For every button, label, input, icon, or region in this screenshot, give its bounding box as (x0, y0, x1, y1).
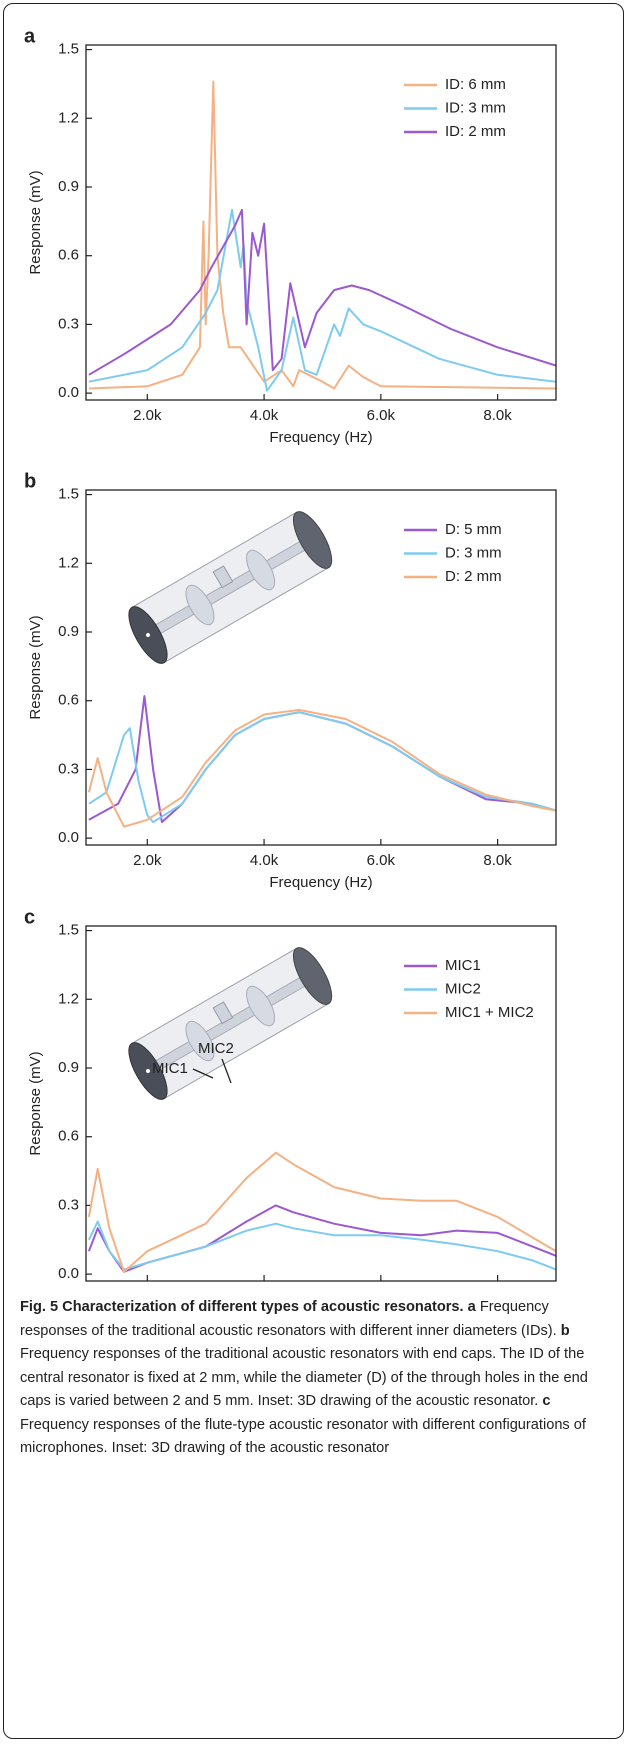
part-text: Frequency responses of the traditional a… (20, 1346, 588, 1409)
x-tick-label: 4.0k (250, 1288, 279, 1290)
chart: c2.0k4.0k6.0k8.0k0.00.30.60.91.21.5Frequ… (24, 906, 556, 1290)
caption-title: Fig. 5 Characterization of different typ… (20, 1299, 464, 1315)
x-tick-label: 6.0k (367, 1288, 396, 1290)
y-tick-label: 0.3 (58, 315, 79, 332)
y-axis-title: Response (mV) (27, 170, 44, 274)
x-axis-title: Frequency (Hz) (269, 874, 372, 891)
y-tick-label: 0.6 (58, 1128, 79, 1145)
y-tick-label: 0.3 (58, 1196, 79, 1213)
plot-frame (86, 45, 556, 400)
legend-label: D: 3 mm (445, 544, 502, 561)
series-line (89, 1205, 556, 1271)
y-axis-title: Response (mV) (27, 1051, 44, 1155)
series-line (89, 210, 556, 391)
y-tick-label: 1.5 (58, 922, 79, 939)
legend-label: MIC1 (445, 957, 481, 974)
charts: a 2.0k 4.0k 6.0k 8.0k 0.0 0.3 0.6 0.9 1.2 1.5 Frequ… (0, 0, 629, 1290)
y-tick-label: 1.2 (58, 990, 79, 1007)
annotation: MIC1 (152, 1060, 188, 1077)
y-axis-title: Response (mV) (27, 615, 44, 719)
x-tick-label: 2.0k (133, 1288, 162, 1290)
panel-label: b (24, 470, 36, 492)
page: a 2.0k 4.0k 6.0k 8.0k 0.0 0.3 0.6 0.9 1.2 1.5 Frequ… (0, 0, 629, 1744)
legend-label: D: 5 mm (445, 521, 502, 538)
x-tick-label: 4.0k (250, 407, 279, 424)
caption: Fig. 5 Characterization of different typ… (20, 1296, 612, 1461)
annotation: MIC2 (198, 1040, 234, 1057)
part-label: a (468, 1299, 476, 1315)
legend-label: MIC1 + MIC2 (445, 1004, 534, 1021)
series-line (89, 210, 556, 375)
series-line (89, 1153, 556, 1272)
y-tick-label: 0.9 (58, 178, 79, 195)
y-tick-label: 0.0 (58, 384, 79, 401)
y-tick-label: 0.6 (58, 692, 79, 709)
legend-label: ID: 2 mm (445, 123, 506, 140)
x-tick-label: 4.0k (250, 852, 279, 869)
legend-label: ID: 6 mm (445, 76, 506, 93)
legend-label: MIC2 (445, 980, 481, 997)
y-tick-label: 1.2 (58, 109, 79, 126)
x-tick-label: 6.0k (367, 407, 396, 424)
y-tick-label: 0.6 (58, 247, 79, 264)
part-label: c (542, 1393, 550, 1409)
y-tick-label: 0.0 (58, 1265, 79, 1282)
y-tick-label: 1.5 (58, 41, 79, 58)
panel-label: a (24, 25, 36, 47)
x-tick-label: 8.0k (483, 407, 512, 424)
legend-label: D: 2 mm (445, 568, 502, 585)
panel-label: c (24, 906, 35, 928)
chart: b 2.0k 4.0k 6.0k 8.0k 0.0 0.3 0.6 0.9 1.2 1.5 Frequ… (24, 470, 556, 891)
y-tick-label: 0.0 (58, 829, 79, 846)
y-tick-label: 1.2 (58, 554, 79, 571)
x-tick-label: 2.0k (133, 852, 162, 869)
chart: a 2.0k 4.0k 6.0k 8.0k 0.0 0.3 0.6 0.9 1.2 1.5 Frequ… (24, 25, 556, 446)
y-tick-label: 0.9 (58, 623, 79, 640)
x-tick-label: 2.0k (133, 407, 162, 424)
part-label: b (561, 1323, 570, 1339)
x-axis-title: Frequency (Hz) (269, 429, 372, 446)
y-tick-label: 0.3 (58, 760, 79, 777)
part-text: Frequency responses of the flute-type ac… (20, 1417, 586, 1457)
inset-drawing (122, 506, 339, 668)
x-tick-label: 8.0k (483, 1288, 512, 1290)
y-tick-label: 1.5 (58, 486, 79, 503)
x-tick-label: 8.0k (483, 852, 512, 869)
x-tick-label: 6.0k (367, 852, 396, 869)
legend-label: ID: 3 mm (445, 99, 506, 116)
y-tick-label: 0.9 (58, 1059, 79, 1076)
